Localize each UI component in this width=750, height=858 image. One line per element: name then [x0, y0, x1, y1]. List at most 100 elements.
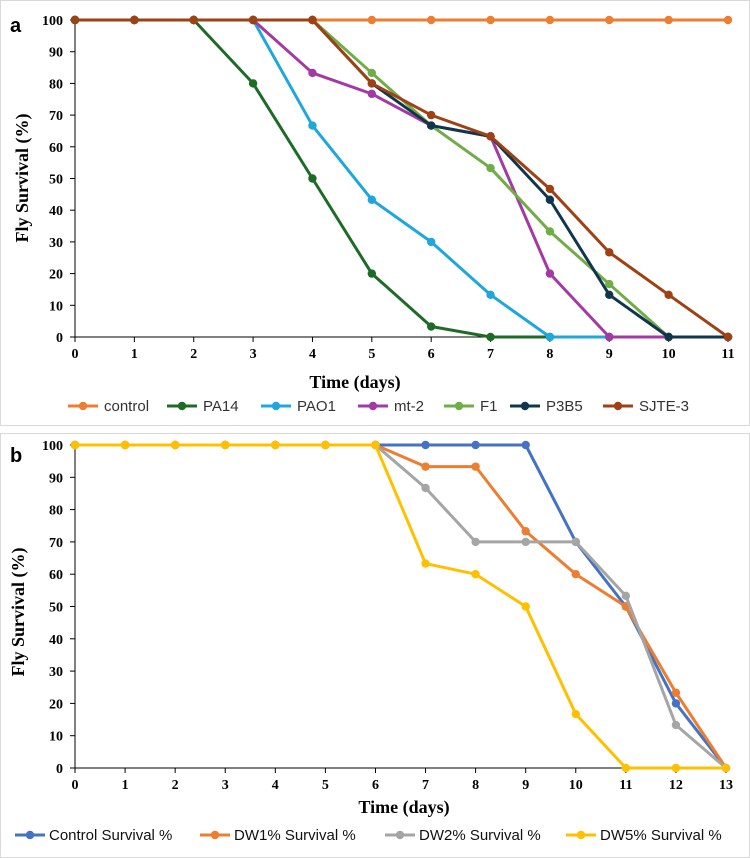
legend-label: PA14: [203, 398, 239, 415]
panel-a-x-axis-title: Time (days): [309, 372, 400, 393]
y-tick-label: 40: [49, 204, 63, 219]
legend-item-mt-2: mt-2: [358, 398, 424, 415]
y-tick-label: 0: [56, 331, 63, 346]
legend-swatch-marker: [368, 401, 378, 411]
data-point-dw5-survival: [271, 440, 280, 450]
y-tick-label: 90: [49, 46, 63, 61]
y-tick-label: 40: [49, 633, 63, 648]
legend-label: DW5% Survival %: [600, 827, 722, 844]
y-tick-label: 80: [49, 504, 63, 519]
data-point-f1: [545, 227, 555, 236]
data-point-sjte-3: [605, 248, 614, 257]
data-point-sjte-3: [486, 132, 495, 141]
panel-b-frame: [0, 433, 750, 858]
x-tick-label: 11: [721, 347, 734, 362]
data-point-dw5-survival: [321, 440, 330, 450]
y-tick-label: 90: [49, 471, 63, 486]
data-point-control: [605, 15, 614, 25]
data-point-dw1-survival: [571, 570, 580, 579]
y-tick-label: 50: [49, 601, 63, 616]
x-tick-label: 3: [222, 778, 229, 793]
panel-a-chart: a Time (days) Fly Survival (%) 010203040…: [10, 14, 735, 415]
panel-a-legend: control PA14 PAO1 mt-2 F1 P3B5 SJTE-3: [68, 398, 689, 415]
data-point-dw5-survival: [471, 570, 480, 579]
data-point-dw5-survival: [571, 709, 580, 719]
data-point-pao1: [545, 332, 555, 342]
data-point-dw1-survival: [521, 527, 530, 536]
data-point-dw2-survival: [621, 591, 631, 601]
x-tick-label: 12: [669, 778, 683, 793]
x-tick-label: 4: [272, 778, 279, 793]
legend-label: DW2% Survival %: [419, 827, 541, 844]
panel-a-y-axis-title: Fly Survival (%): [12, 113, 33, 242]
panel-b-y-axis-title: Fly Survival (%): [8, 547, 29, 676]
legend-swatch-marker: [210, 830, 220, 840]
y-tick-label: 20: [49, 268, 63, 283]
x-tick-label: 4: [309, 347, 316, 362]
x-tick-label: 6: [428, 347, 435, 362]
legend-item-dw2-survival: DW2% Survival %: [385, 827, 541, 844]
legend-item-pao1: PAO1: [261, 398, 336, 415]
data-point-mt-2: [308, 68, 317, 78]
y-tick-label: 100: [42, 439, 63, 454]
data-point-f1: [605, 279, 614, 289]
data-point-pa14: [248, 79, 258, 88]
x-tick-label: 9: [522, 778, 529, 793]
x-tick-label: 3: [250, 347, 257, 362]
y-tick-label: 70: [49, 536, 63, 551]
data-point-sjte-3: [664, 290, 673, 300]
data-point-p3b5: [426, 121, 436, 130]
data-point-sjte-3: [367, 79, 377, 88]
data-point-p3b5: [545, 195, 555, 204]
data-point-control: [664, 15, 673, 25]
data-point-dw1-survival: [471, 462, 480, 471]
data-point-pao1: [367, 195, 377, 204]
legend-label: F1: [480, 398, 498, 415]
data-point-f1: [367, 68, 377, 78]
data-point-pa14: [308, 174, 317, 183]
x-tick-label: 9: [606, 347, 613, 362]
panel-b-letter: b: [10, 445, 22, 467]
series-line-sjte-3: [75, 18, 729, 339]
x-tick-label: 2: [190, 347, 197, 362]
legend-item-dw5-survival: DW5% Survival %: [566, 827, 722, 844]
y-tick-label: 30: [49, 236, 63, 251]
legend-swatch-marker: [395, 830, 405, 840]
data-point-dw5-survival: [521, 602, 530, 611]
x-tick-label: 1: [122, 778, 129, 793]
x-tick-label: 11: [619, 778, 632, 793]
x-tick-label: 8: [472, 778, 479, 793]
y-tick-label: 70: [49, 109, 63, 124]
data-point-control-survival: [471, 440, 480, 450]
data-point-mt-2: [367, 89, 377, 99]
legend-swatch-marker: [613, 401, 623, 411]
data-point-dw5-survival: [70, 440, 80, 450]
legend-item-control-survival: Control Survival %: [15, 827, 172, 844]
data-point-p3b5: [605, 290, 614, 300]
data-point-p3b5: [664, 332, 673, 342]
y-tick-label: 100: [42, 14, 63, 29]
panel-b-x-axis-title: Time (days): [358, 797, 449, 818]
legend-label: Control Survival %: [49, 827, 172, 844]
data-point-control-survival: [521, 440, 530, 450]
data-point-dw2-survival: [571, 537, 580, 547]
data-point-control: [486, 15, 495, 25]
data-point-dw5-survival: [371, 440, 380, 450]
legend-swatch-marker: [520, 401, 530, 411]
data-point-dw5-survival: [120, 440, 130, 450]
legend-label: DW1% Survival %: [234, 827, 356, 844]
x-tick-label: 10: [569, 778, 583, 793]
data-point-control-survival: [671, 699, 681, 708]
y-tick-label: 60: [49, 568, 63, 583]
series-line-dw5-survival: [75, 443, 726, 770]
legend-item-p3b5: P3B5: [510, 398, 583, 415]
legend-swatch-marker: [271, 401, 281, 411]
data-point-control: [723, 15, 733, 25]
x-tick-label: 0: [72, 778, 79, 793]
legend-label: control: [104, 398, 149, 415]
data-point-control-survival: [421, 440, 430, 450]
legend-swatch-marker: [78, 401, 88, 411]
data-point-pa14: [367, 269, 377, 278]
data-point-mt-2: [605, 332, 614, 342]
